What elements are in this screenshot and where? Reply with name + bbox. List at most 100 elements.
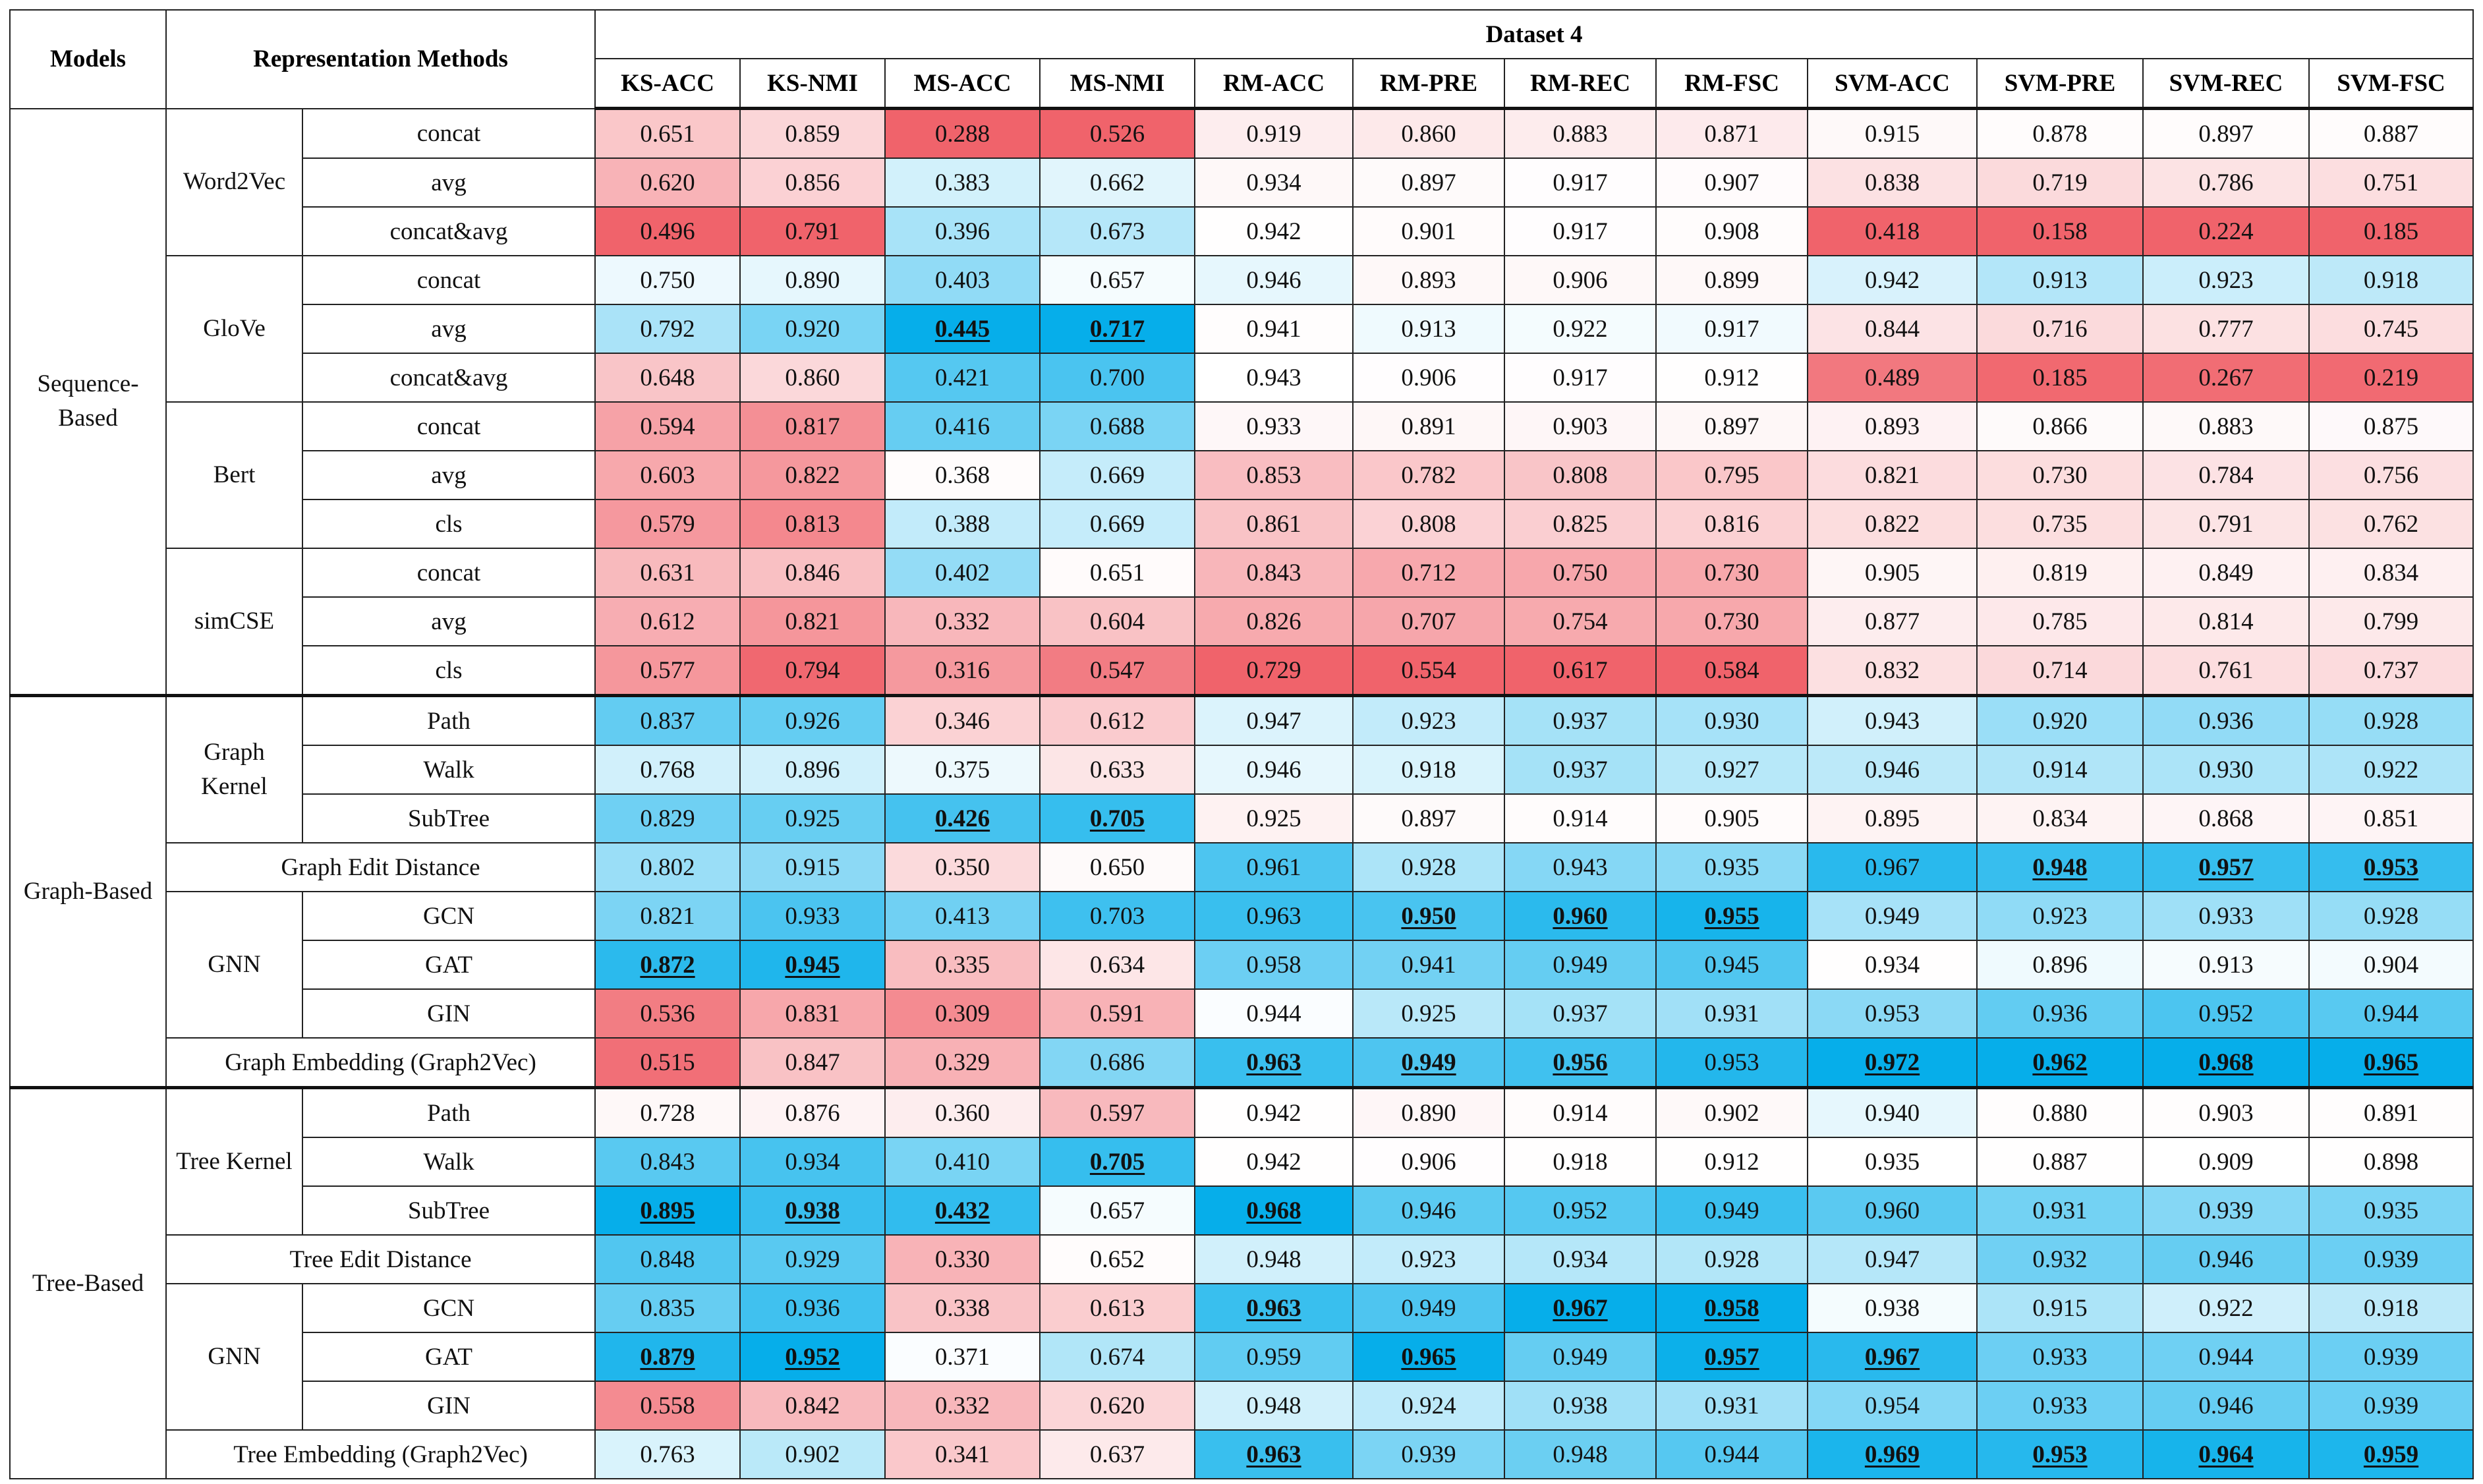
model-sequence-based: Sequence- Based bbox=[9, 107, 167, 697]
metric-cell: 0.948 bbox=[1976, 842, 2144, 892]
metric-cell: 0.947 bbox=[1194, 694, 1354, 746]
metric-cell: 0.717 bbox=[1039, 304, 1196, 354]
metric-cell: 0.933 bbox=[739, 891, 886, 941]
metric-cell: 0.963 bbox=[1194, 891, 1354, 941]
metric-cell: 0.949 bbox=[1504, 1332, 1657, 1382]
metric-cell: 0.969 bbox=[1807, 1429, 1978, 1479]
metric-cell: 0.604 bbox=[1039, 596, 1196, 646]
method-tree-gnn: GNN bbox=[165, 1283, 303, 1431]
metric-cell: 0.860 bbox=[1352, 107, 1506, 159]
metric-cell: 0.612 bbox=[1039, 694, 1196, 746]
metric-header: SVM-ACC bbox=[1807, 58, 1978, 110]
metric-cell: 0.942 bbox=[1194, 1086, 1354, 1138]
metric-cell: 0.309 bbox=[884, 988, 1041, 1039]
metric-cell: 0.913 bbox=[2142, 940, 2310, 990]
metric-cell: 0.786 bbox=[2142, 157, 2310, 208]
metric-cell: 0.952 bbox=[1504, 1185, 1657, 1236]
metric-cell: 0.938 bbox=[739, 1185, 886, 1236]
metric-header: RM-PRE bbox=[1352, 58, 1506, 110]
metric-cell: 0.967 bbox=[1807, 842, 1978, 892]
table-row: concat&avg 0.496 0.791 0.396 0.673 0.942 0.901… bbox=[10, 206, 2474, 256]
metric-cell: 0.871 bbox=[1655, 107, 1809, 159]
metric-header: KS-NMI bbox=[739, 58, 886, 110]
table-row: Graph Embedding (Graph2Vec) 0.515 0.847 0.3… bbox=[10, 1037, 2474, 1089]
metric-cell: 0.651 bbox=[1039, 548, 1196, 598]
metric-cell: 0.719 bbox=[1976, 157, 2144, 208]
metric-cell: 0.930 bbox=[1655, 694, 1809, 746]
metric-cell: 0.946 bbox=[1194, 255, 1354, 305]
variant-label: concat&avg bbox=[301, 206, 596, 256]
metric-cell: 0.949 bbox=[1352, 1283, 1506, 1333]
metric-cell: 0.876 bbox=[739, 1086, 886, 1138]
metric-cell: 0.847 bbox=[739, 1037, 886, 1089]
metric-cell: 0.445 bbox=[884, 304, 1041, 354]
metric-cell: 0.821 bbox=[739, 596, 886, 646]
variant-label: avg bbox=[301, 450, 596, 500]
metric-cell: 0.730 bbox=[1655, 548, 1809, 598]
metric-cell: 0.935 bbox=[1655, 842, 1809, 892]
metric-cell: 0.705 bbox=[1039, 1137, 1196, 1187]
metric-cell: 0.967 bbox=[1807, 1332, 1978, 1382]
metric-cell: 0.918 bbox=[1352, 745, 1506, 795]
metric-cell: 0.945 bbox=[739, 940, 886, 990]
metric-cell: 0.958 bbox=[1655, 1283, 1809, 1333]
method-glove: GloVe bbox=[165, 255, 303, 403]
metric-cell: 0.554 bbox=[1352, 645, 1506, 697]
metric-cell: 0.716 bbox=[1976, 304, 2144, 354]
metric-cell: 0.844 bbox=[1807, 304, 1978, 354]
metric-cell: 0.909 bbox=[2142, 1137, 2310, 1187]
metric-cell: 0.762 bbox=[2308, 499, 2474, 549]
metric-cell: 0.954 bbox=[1807, 1381, 1978, 1431]
metric-cell: 0.346 bbox=[884, 694, 1041, 746]
metric-cell: 0.915 bbox=[1807, 107, 1978, 159]
metric-cell: 0.948 bbox=[1194, 1381, 1354, 1431]
metric-header: KS-ACC bbox=[594, 58, 741, 110]
metric-header: SVM-FSC bbox=[2308, 58, 2474, 110]
table-row: GNN GCN 0.835 0.936 0.338 0.613 0.963 0.949 0.96… bbox=[10, 1283, 2474, 1431]
metric-cell: 0.931 bbox=[1655, 1381, 1809, 1431]
metric-cell: 0.903 bbox=[1504, 401, 1657, 451]
metric-cell: 0.897 bbox=[2142, 107, 2310, 159]
metric-cell: 0.185 bbox=[1976, 353, 2144, 403]
metric-cell: 0.887 bbox=[1976, 1137, 2144, 1187]
variant-label: avg bbox=[301, 304, 596, 354]
metric-cell: 0.946 bbox=[2142, 1234, 2310, 1284]
metric-cell: 0.763 bbox=[594, 1429, 741, 1479]
metric-cell: 0.591 bbox=[1039, 988, 1196, 1039]
metric-cell: 0.943 bbox=[1504, 842, 1657, 892]
metric-cell: 0.637 bbox=[1039, 1429, 1196, 1479]
metric-cell: 0.729 bbox=[1194, 645, 1354, 697]
table-row: avg 0.612 0.821 0.332 0.604 0.826 0.707 0.754 0.… bbox=[10, 596, 2474, 646]
metric-cell: 0.960 bbox=[1807, 1185, 1978, 1236]
metric-cell: 0.915 bbox=[1976, 1283, 2144, 1333]
metric-cell: 0.802 bbox=[594, 842, 741, 892]
metric-cell: 0.403 bbox=[884, 255, 1041, 305]
metric-cell: 0.577 bbox=[594, 645, 741, 697]
metric-cell: 0.620 bbox=[594, 157, 741, 208]
metric-cell: 0.688 bbox=[1039, 401, 1196, 451]
metric-cell: 0.950 bbox=[1352, 891, 1506, 941]
metric-cell: 0.930 bbox=[2142, 745, 2310, 795]
metric-cell: 0.941 bbox=[1194, 304, 1354, 354]
metric-header: RM-REC bbox=[1504, 58, 1657, 110]
metric-cell: 0.937 bbox=[1504, 694, 1657, 746]
metric-cell: 0.631 bbox=[594, 548, 741, 598]
variant-label: cls bbox=[301, 499, 596, 549]
metric-cell: 0.822 bbox=[739, 450, 886, 500]
metric-cell: 0.669 bbox=[1039, 499, 1196, 549]
metric-cell: 0.919 bbox=[1194, 107, 1354, 159]
metric-cell: 0.712 bbox=[1352, 548, 1506, 598]
metric-cell: 0.750 bbox=[594, 255, 741, 305]
metric-cell: 0.745 bbox=[2308, 304, 2474, 354]
metric-cell: 0.426 bbox=[884, 793, 1041, 843]
method-word2vec: Word2Vec bbox=[165, 107, 303, 256]
metric-cell: 0.928 bbox=[2308, 694, 2474, 746]
table-row: Graph Edit Distance 0.802 0.915 0.350 0.650 0… bbox=[10, 842, 2474, 892]
metric-cell: 0.944 bbox=[2142, 1332, 2310, 1382]
table-row: cls 0.577 0.794 0.316 0.547 0.729 0.554 0.617 0.… bbox=[10, 645, 2474, 697]
metric-cell: 0.942 bbox=[1807, 255, 1978, 305]
metric-cell: 0.737 bbox=[2308, 645, 2474, 697]
metric-cell: 0.903 bbox=[2142, 1086, 2310, 1138]
metric-cell: 0.777 bbox=[2142, 304, 2310, 354]
metric-cell: 0.584 bbox=[1655, 645, 1809, 697]
